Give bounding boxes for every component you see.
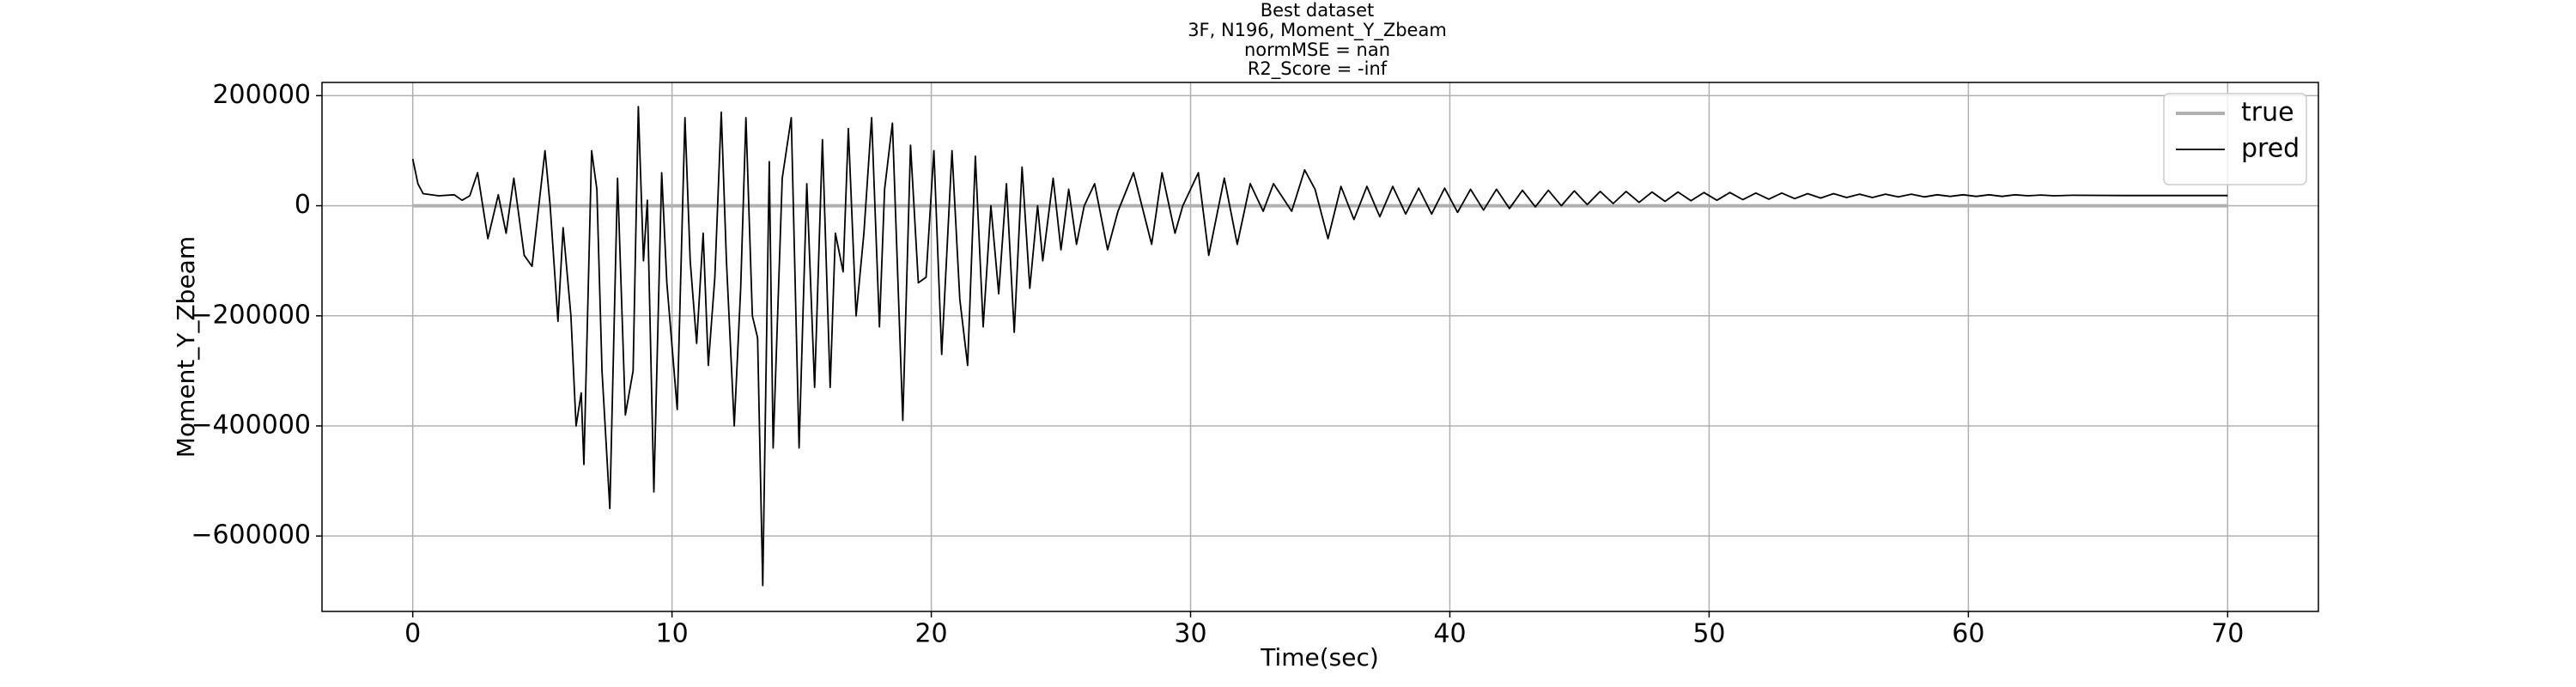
x-tick-label: 30 [1174,619,1206,649]
x-tick-label: 50 [1692,619,1725,649]
y-tick-label: −600000 [191,520,311,550]
x-tick-label: 20 [914,619,947,649]
y-tick-label: 200000 [212,80,311,110]
x-tick-label: 40 [1433,619,1466,649]
y-axis-label: Moment_Y_Zbeam [172,236,200,458]
x-tick-label: 70 [2211,619,2244,649]
chart-subtitle: 3F, N196, Moment_Y_Zbeam [1188,20,1447,41]
chart-title: Best dataset [1261,0,1375,21]
legend-box [2163,93,2307,185]
x-tick-label: 10 [656,619,689,649]
x-axis-label: Time(sec) [1260,643,1379,672]
chart-subtitle: normMSE = nan [1244,40,1390,60]
y-tick-label: 0 [295,190,311,220]
legend-label: true [2241,98,2294,128]
x-tick-label: 0 [404,619,421,649]
chart-subtitle: R2_Score = -inf [1248,58,1388,80]
y-tick-label: −400000 [191,410,311,440]
data-line [411,106,2228,587]
y-tick-label: −200000 [191,300,311,330]
legend-label: pred [2241,134,2300,164]
x-tick-label: 60 [1952,619,1984,649]
plot-frame [321,82,2319,612]
